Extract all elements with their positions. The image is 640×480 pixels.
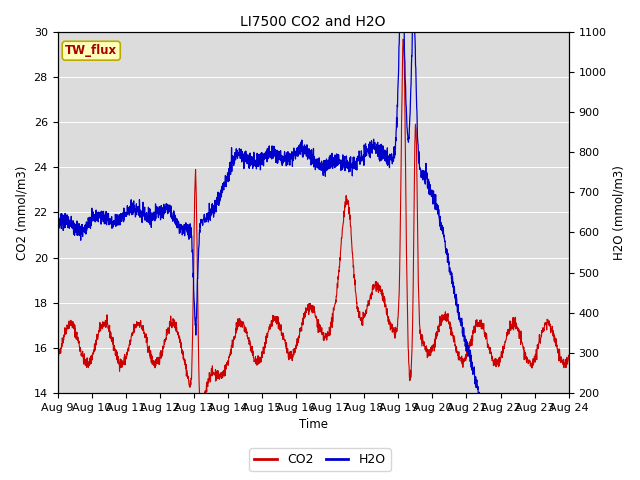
H2O: [461, 340, 469, 346]
CO2: [328, 317, 335, 323]
CO2: [520, 347, 528, 352]
H2O: [196, 221, 204, 227]
CO2: [462, 358, 470, 363]
Title: LI7500 CO2 and H2O: LI7500 CO2 and H2O: [241, 15, 386, 29]
CO2: [196, 402, 204, 408]
CO2: [198, 417, 205, 422]
X-axis label: Time: Time: [299, 419, 328, 432]
CO2: [339, 222, 347, 228]
CO2: [534, 341, 542, 347]
H2O: [54, 226, 61, 231]
Y-axis label: H2O (mmol/m3): H2O (mmol/m3): [612, 165, 625, 260]
Line: H2O: H2O: [58, 0, 569, 480]
CO2: [565, 354, 573, 360]
Text: TW_flux: TW_flux: [65, 44, 117, 57]
H2O: [339, 163, 346, 168]
H2O: [328, 164, 335, 170]
CO2: [54, 354, 61, 360]
Line: CO2: CO2: [58, 39, 569, 420]
CO2: [399, 36, 407, 42]
Legend: CO2, H2O: CO2, H2O: [250, 448, 390, 471]
Y-axis label: CO2 (mmol/m3): CO2 (mmol/m3): [15, 165, 28, 260]
